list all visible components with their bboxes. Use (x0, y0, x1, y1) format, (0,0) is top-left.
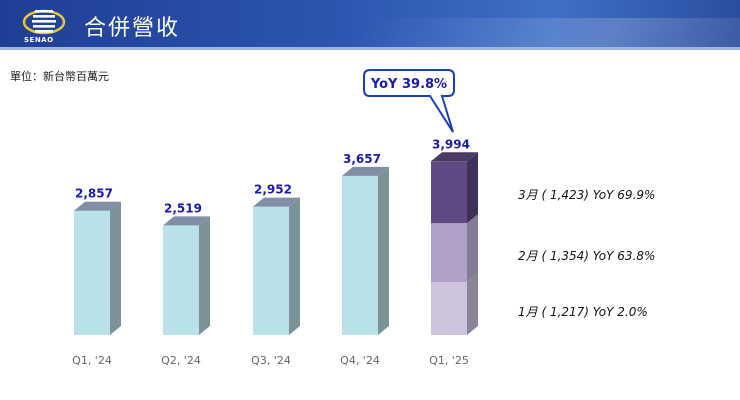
header-bottom-line (0, 47, 740, 50)
unit-label: 單位：新台幣百萬元 (10, 70, 109, 83)
category-label-3: Q4, '24 (340, 354, 380, 367)
stack-segment-0-side (467, 273, 478, 335)
bar-2-top (253, 197, 300, 207)
month-note-0: 1月 ( 1,217) YoY 2.0% (518, 304, 648, 319)
value-label-3: 3,657 (343, 152, 381, 166)
bar-1-side (199, 216, 210, 335)
month-note-2: 3月 ( 1,423) YoY 69.9% (518, 188, 656, 203)
senao-logo-icon (22, 9, 66, 35)
callout-bubble (363, 69, 455, 133)
stack-segment-1-side (467, 214, 478, 283)
bar-0-side (110, 201, 121, 335)
stack-segment-2-side (467, 152, 478, 224)
bar-1-front (163, 225, 199, 335)
logo-text: SENAO (24, 36, 54, 44)
stack-segment-2-front (431, 161, 467, 224)
header-banner: SENAO 合併營收 (0, 0, 740, 50)
bar-3-side (378, 166, 389, 335)
category-label-1: Q2, '24 (161, 354, 201, 367)
value-label-0: 2,857 (75, 187, 113, 201)
stack-segment-0-front (431, 282, 467, 335)
category-label-2: Q3, '24 (251, 354, 291, 367)
bar-1-top (163, 216, 210, 226)
bar-2-front (253, 206, 289, 335)
stack-segment-1-front (431, 223, 467, 283)
value-label-2: 2,952 (254, 183, 292, 197)
bar-3-top (342, 166, 389, 176)
bar-0-top (74, 201, 121, 211)
bar-2-side (289, 197, 300, 335)
stack-segment-top-top (431, 152, 478, 162)
month-note-1: 2月 ( 1,354) YoY 63.8% (518, 248, 656, 263)
bar-0-front (74, 210, 110, 335)
value-label-1: 2,519 (164, 201, 202, 215)
category-label-4: Q1, '25 (429, 354, 469, 367)
bar-3-front (342, 175, 378, 335)
value-label-4: 3,994 (432, 137, 470, 151)
page-title: 合併營收 (84, 16, 181, 41)
category-label-0: Q1, '24 (72, 354, 112, 367)
callout-text: YoY 39.8% (370, 77, 447, 92)
